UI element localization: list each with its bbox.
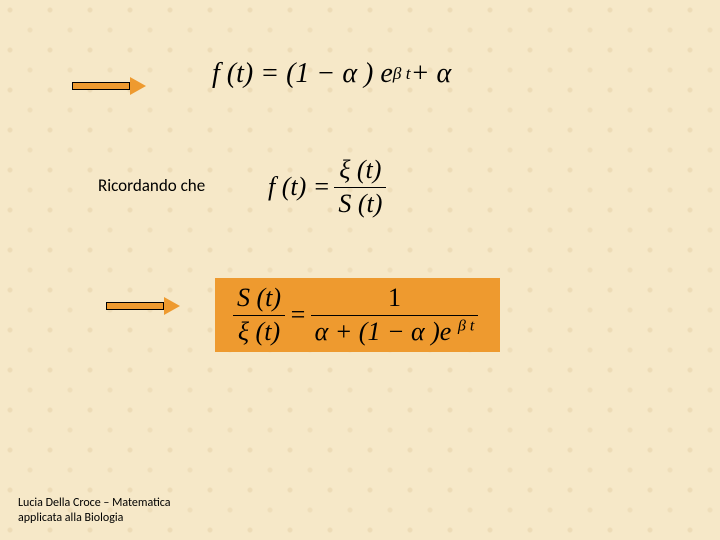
footer-line2: applicata alla Biologia [18,511,171,526]
fraction-bar [233,315,285,316]
eq2-numerator: ξ (t) [335,156,385,185]
equation-f-of-t-fraction: f (t) = ξ (t) S (t) [268,156,390,218]
footer-line1: Lucia Della Croce – Matematica [18,496,171,511]
eq1-rhs: + α [411,58,452,90]
footer-author: Lucia Della Croce – Matematica applicata… [18,496,171,526]
eq3-rhs-numerator: 1 [384,284,405,313]
eq1-lhs: f (t) = (1 − α ) e [212,58,393,90]
fraction-bar [311,315,479,316]
equation-f-of-t-exp: f (t) = (1 − α ) e β t + α [212,58,451,90]
eq2-denominator: S (t) [334,190,386,219]
eq3-lhs-denominator: ξ (t) [234,318,284,347]
highlight-box: S (t) ξ (t) = 1 α + (1 − α )e β t [215,278,500,352]
eq3-rhs-exponent: β t [458,317,475,334]
label-ricordando: Ricordando che [98,175,205,196]
eq2-lhs: f (t) = [268,172,330,202]
eq3-rhs-denominator: α + (1 − α )e [315,317,452,346]
fraction-bar [334,187,386,188]
equation-s-over-xi: S (t) ξ (t) = 1 α + (1 − α )e β t [229,284,482,346]
eq3-equals: = [289,300,307,330]
eq3-lhs-numerator: S (t) [233,284,285,313]
